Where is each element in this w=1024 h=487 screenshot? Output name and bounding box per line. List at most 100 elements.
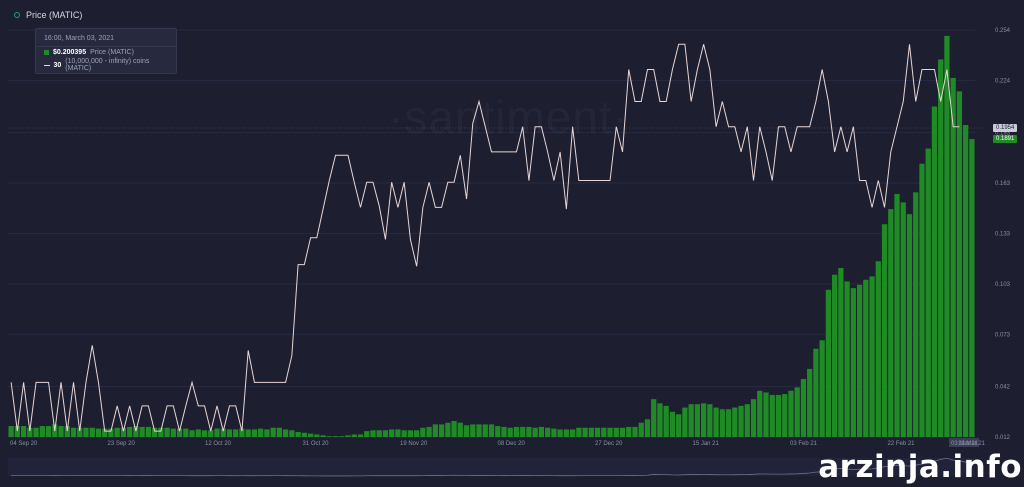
price-bar [507,427,513,437]
price-bar [676,414,682,437]
price-bar [782,394,788,437]
price-bar [526,426,532,437]
chart-legend[interactable]: Price (MATIC) [14,8,82,22]
price-bar [83,427,89,437]
price-bar [888,209,894,437]
price-bar [77,427,83,437]
price-bar [950,77,956,437]
price-bar [351,434,357,437]
price-bar [170,428,176,437]
price-bar [127,426,133,437]
price-bar [20,426,27,437]
price-bar [688,404,694,437]
price-bar [151,427,158,437]
price-bar [451,421,457,437]
tooltip-price-label: Price (MATIC) [90,49,134,56]
price-bar [725,409,732,437]
price-bar [264,429,270,437]
price-bar [482,424,488,437]
tooltip-holders-label: (10,000,000 - infinity) coins (MATIC) [65,58,150,72]
holders-line [10,43,960,432]
price-bar [295,431,301,437]
x-tick-label: 08 Dec 20 [498,441,526,447]
price-bar [58,426,64,437]
price-bar [33,427,39,437]
price-bar [201,430,208,437]
price-bar [925,148,931,437]
price-bar [775,394,782,437]
price-bar [738,405,744,437]
navigator-track [8,458,975,476]
price-bar [463,425,470,437]
price-bar [894,193,900,437]
price-bar [669,411,676,437]
price-bar [651,399,657,437]
price-bar [133,426,139,437]
price-bar [956,91,963,438]
price-bar [120,427,127,437]
site-watermark: arzinja.info [818,449,1022,485]
price-bar [719,409,725,437]
price-bar [769,394,775,437]
price-bar [657,403,663,437]
price-bar [426,426,432,437]
price-bar [757,390,763,437]
price-bar [906,214,913,437]
price-bar [226,429,233,437]
x-tick-label: 03 Mar 21 [951,441,979,447]
price-bar [582,427,588,437]
price-bar [825,289,832,437]
price-bar [700,403,707,437]
current-line-value-tag: 0.1954 [993,124,1018,132]
navigator-minimap[interactable] [8,457,975,477]
price-bar [432,424,438,437]
x-tick-label: 13 Mar 21 [958,441,986,447]
price-bar [594,427,601,437]
holders-line-path [10,43,960,432]
price-bar [707,404,713,437]
y-axis-ticks: 0.254 0.224 0.193 0.163 0.133 0.103 0.073 0.042… [995,28,1011,441]
tooltip-row-holders: 30 (10,000,000 - infinity) coins (MATIC) [36,56,176,72]
price-bar [345,435,351,437]
price-bar [619,427,626,437]
price-bar [176,428,183,437]
y-tick-label: 0.193 [995,131,1011,137]
tooltip-price-value: $0.200395 [53,49,87,56]
price-bar [326,436,332,437]
y-tick-label: 0.042 [995,385,1011,391]
price-bar [919,163,925,438]
price-bar [457,422,463,437]
price-bar [750,399,757,437]
price-bar [563,429,569,437]
price-bar [844,281,850,437]
price-bar [869,276,875,437]
legend-label: Price (MATIC) [26,10,83,20]
price-bar [938,59,944,437]
price-bar [832,274,838,437]
price-bar [370,430,376,437]
price-bar [856,284,863,437]
tooltip-row-price: $0.200395 Price (MATIC) [36,47,176,56]
price-bar [95,428,102,437]
price-bar [438,424,445,437]
price-bar [545,427,551,437]
x-tick-label: 23 Sep 20 [108,441,136,447]
x-tick-label: 12 Oct 20 [205,441,232,447]
price-bar [963,125,969,437]
price-bar [301,432,307,437]
legend-circle-icon [14,12,20,18]
price-bar [214,428,220,437]
price-bar [807,368,813,437]
price-bar [158,427,164,437]
price-bar [588,427,594,437]
price-bar [863,279,869,437]
price-bar [488,424,495,437]
price-bar [557,429,563,437]
price-bar [283,429,289,437]
price-bar [900,202,906,437]
tooltip-holders-value: 30 [53,61,62,69]
x-axis-ticks: 04 Sep 20 23 Sep 20 12 Oct 20 31 Oct 20 19 N… [10,438,986,447]
price-bar [114,427,120,437]
y-tick-label: 0.012 [995,435,1011,441]
